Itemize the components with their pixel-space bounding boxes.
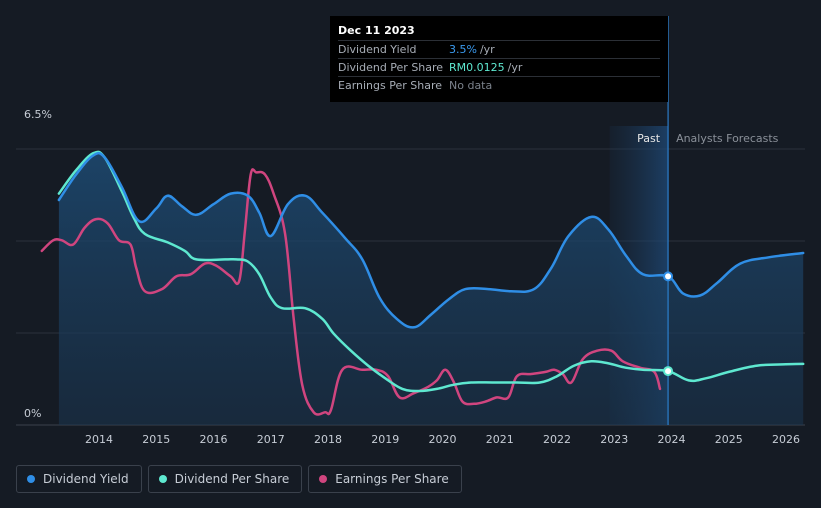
x-axis-ticks: 2014 2015 2016 2017 2018 2019 2020 2021 2022 2023… xyxy=(85,433,800,446)
earnings-per-share-line xyxy=(40,168,662,416)
y-tick-label: 0% xyxy=(24,407,41,420)
tooltip-row-earnings-per-share: Earnings Per Share No data xyxy=(338,77,660,94)
x-tick-label: 2026 xyxy=(772,433,800,446)
x-tick-label: 2017 xyxy=(257,433,285,446)
x-tick-label: 2015 xyxy=(142,433,170,446)
tooltip-label: Earnings Per Share xyxy=(338,79,443,92)
tooltip-row-dividend-per-share: Dividend Per Share RM0.0125 /yr xyxy=(338,59,660,77)
legend-dot-icon xyxy=(158,475,167,483)
x-tick-label: 2023 xyxy=(600,433,628,446)
cursor-markers xyxy=(663,271,674,377)
legend-label: Dividend Yield xyxy=(43,472,129,486)
x-tick-label: 2018 xyxy=(314,433,342,446)
x-tick-label: 2014 xyxy=(85,433,113,446)
legend-dot-icon xyxy=(27,475,35,483)
x-tick-label: 2020 xyxy=(429,433,457,446)
legend-dot-icon xyxy=(319,475,328,483)
legend-label: Earnings Per Share xyxy=(335,472,449,486)
legend-dividend-yield[interactable]: Dividend Yield xyxy=(16,465,142,493)
x-tick-label: 2024 xyxy=(658,433,686,446)
analysts-forecasts-label: Analysts Forecasts xyxy=(676,132,779,145)
tooltip-date: Dec 11 2023 xyxy=(338,22,660,41)
tooltip-unit: /yr xyxy=(479,43,495,56)
y-tick-label: 6.5% xyxy=(24,108,52,121)
tooltip-value: RM0.0125 xyxy=(449,61,505,74)
tooltip-value: No data xyxy=(449,79,493,92)
x-tick-label: 2021 xyxy=(486,433,514,446)
x-tick-label: 2025 xyxy=(715,433,743,446)
dividend-yield-line xyxy=(57,151,805,329)
tooltip-value: 3.5% xyxy=(449,43,477,56)
legend-earnings-per-share[interactable]: Earnings Per Share xyxy=(308,465,462,493)
past-label: Past xyxy=(637,132,661,145)
tooltip-label: Dividend Yield xyxy=(338,43,417,56)
legend-dividend-per-share[interactable]: Dividend Per Share xyxy=(147,465,303,493)
tooltip-row-dividend-yield: Dividend Yield 3.5% /yr xyxy=(338,41,660,59)
legend: Dividend Yield Dividend Per Share Earnin… xyxy=(16,465,462,493)
x-tick-label: 2019 xyxy=(371,433,399,446)
dividend-yield-marker xyxy=(663,271,674,282)
tooltip-label: Dividend Per Share xyxy=(338,61,444,74)
tooltip: Dec 11 2023 Dividend Yield 3.5% /yr Divi… xyxy=(330,16,668,102)
x-tick-label: 2016 xyxy=(200,433,228,446)
legend-label: Dividend Per Share xyxy=(174,472,290,486)
tooltip-unit: /yr xyxy=(507,61,523,74)
x-tick-label: 2022 xyxy=(543,433,571,446)
dividend-per-share-marker xyxy=(663,366,674,377)
y-axis-ticks: 6.5% 0% xyxy=(24,108,52,420)
dividend-per-share-line xyxy=(57,150,805,393)
series-lines xyxy=(40,150,805,416)
